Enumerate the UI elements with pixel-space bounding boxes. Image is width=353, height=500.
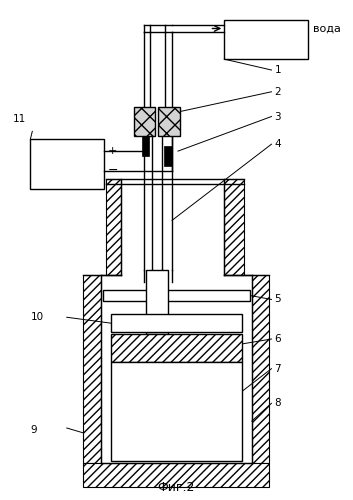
Text: 8: 8 [274, 398, 281, 408]
Text: 9: 9 [30, 425, 37, 435]
Bar [103, 290, 250, 302]
Text: −: − [108, 164, 119, 177]
Bar [224, 20, 308, 59]
Bar [106, 179, 121, 274]
Text: 3: 3 [274, 112, 281, 122]
Text: 11: 11 [13, 114, 26, 124]
Text: 6: 6 [274, 334, 281, 344]
Bar [146, 270, 168, 334]
Bar [142, 136, 149, 156]
Text: вода: вода [313, 24, 341, 34]
Bar [224, 179, 244, 274]
Bar [84, 274, 101, 462]
Text: 1: 1 [274, 65, 281, 75]
Text: 2: 2 [274, 87, 281, 97]
Bar [111, 362, 242, 460]
Bar [111, 314, 242, 332]
Bar [111, 334, 242, 361]
Bar [158, 106, 180, 136]
Text: 10: 10 [30, 312, 43, 322]
Text: 7: 7 [274, 364, 281, 374]
Text: 4: 4 [274, 139, 281, 149]
Bar [84, 462, 269, 487]
Text: 5: 5 [274, 294, 281, 304]
Bar [252, 274, 269, 462]
Bar [164, 146, 172, 166]
Bar [134, 106, 155, 136]
Text: Фиг.2: Фиг.2 [157, 481, 195, 494]
Bar [30, 139, 104, 188]
Text: +: + [108, 146, 118, 156]
